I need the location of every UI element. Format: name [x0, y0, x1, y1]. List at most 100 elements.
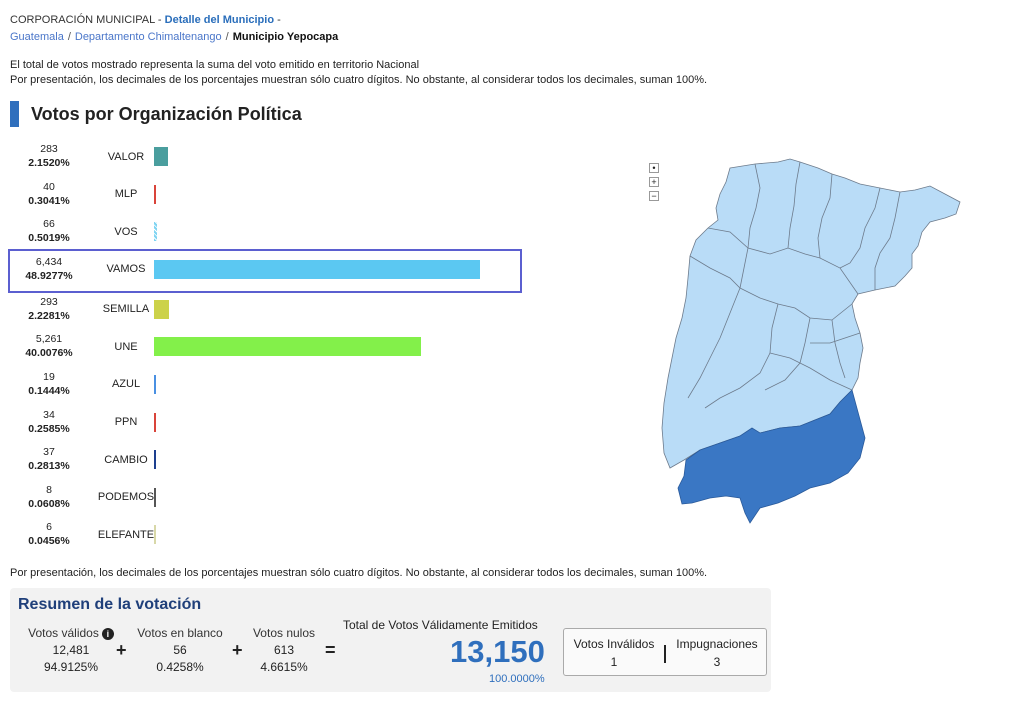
party-bar[interactable] — [154, 184, 157, 204]
party-row-cambio[interactable]: 37 0.2813% CAMBIO — [10, 441, 520, 479]
party-row-ppn[interactable]: 34 0.2585% PPN — [10, 404, 520, 442]
info-icon[interactable]: i — [101, 627, 114, 640]
invalid-votes-value: 1 — [610, 655, 618, 669]
party-votes: 40 0.3041% — [10, 180, 88, 208]
party-votes: 37 0.2813% — [10, 445, 88, 473]
page-title: Votos por Organización Política — [31, 103, 302, 124]
map-reset-button[interactable]: • — [649, 163, 659, 173]
title-accent-bar — [10, 101, 19, 127]
party-vote-count: 6 — [46, 521, 52, 534]
party-vote-count: 40 — [43, 180, 55, 193]
party-vote-count: 37 — [43, 446, 55, 459]
party-votes: 6,434 48.9277% — [10, 255, 88, 283]
party-votes: 19 0.1444% — [10, 370, 88, 398]
equals-sign: = — [325, 640, 336, 660]
party-name: SEMILLA — [102, 303, 150, 316]
party-bar[interactable] — [154, 374, 156, 394]
blank-votes-pct: 0.4258% — [156, 660, 204, 674]
null-votes: Votos nulos 613 4.6615% — [246, 625, 322, 676]
party-bar[interactable] — [154, 222, 158, 242]
party-row-vamos[interactable]: 6,434 48.9277% VAMOS — [8, 248, 522, 293]
plus-sign-2: + — [232, 640, 243, 660]
vote-summary-panel: Resumen de la votación Votos válidos i 12… — [10, 588, 771, 692]
valid-votes-value: 12,481 — [52, 643, 90, 657]
party-row-valor[interactable]: 283 2.1520% VALOR — [10, 138, 520, 176]
party-vote-count: 34 — [43, 408, 55, 421]
summary-title: Resumen de la votación — [18, 596, 202, 613]
party-bar[interactable] — [154, 337, 421, 357]
party-bar[interactable] — [154, 450, 156, 470]
notes: El total de votos mostrado representa la… — [10, 58, 707, 88]
corporation-label: CORPORACIÓN MUNICIPAL - — [10, 14, 162, 26]
party-vote-pct: 0.3041% — [28, 194, 70, 207]
party-row-azul[interactable]: 19 0.1444% AZUL — [10, 366, 520, 404]
party-name: PODEMOS — [97, 491, 155, 504]
party-row-mlp[interactable]: 40 0.3041% MLP — [10, 176, 520, 214]
party-row-une[interactable]: 5,261 40.0076% UNE — [10, 328, 520, 366]
party-vote-pct: 40.0076% — [25, 347, 73, 360]
party-row-elefante[interactable]: 6 0.0456% ELEFANTE — [10, 516, 520, 554]
party-vote-pct: 2.2281% — [28, 309, 70, 322]
party-bar[interactable] — [154, 525, 156, 545]
box-divider — [664, 645, 666, 663]
party-name: UNE — [114, 340, 138, 353]
municipality-map[interactable] — [660, 158, 965, 524]
party-name: AZUL — [111, 378, 141, 391]
valid-votes-label: Votos válidos — [28, 626, 99, 640]
party-votes: 6 0.0456% — [10, 520, 88, 548]
party-vote-pct: 0.0456% — [28, 535, 70, 548]
blank-votes-label: Votos en blanco — [137, 626, 223, 640]
party-bar[interactable] — [154, 299, 169, 319]
total-valid-value: 13,150 — [450, 634, 545, 669]
party-vote-count: 66 — [43, 218, 55, 231]
party-vote-count: 6,434 — [35, 255, 63, 268]
party-name: ELEFANTE — [97, 528, 155, 541]
breadcrumb-guatemala[interactable]: Guatemala — [10, 31, 64, 43]
party-votes: 283 2.1520% — [10, 142, 88, 170]
party-bar[interactable] — [154, 147, 169, 166]
blank-votes: Votos en blanco 56 0.4258% — [128, 625, 232, 676]
party-bar[interactable] — [154, 259, 480, 279]
null-votes-value: 613 — [273, 643, 295, 657]
challenges-label: Impugnaciones — [676, 637, 758, 651]
detail-link[interactable]: Detalle del Municipio — [164, 14, 275, 26]
party-votes: 66 0.5019% — [10, 217, 88, 245]
party-vote-count: 19 — [43, 370, 55, 383]
party-bar[interactable] — [154, 487, 156, 507]
party-row-podemos[interactable]: 8 0.0608% PODEMOS — [10, 479, 520, 517]
breadcrumb-department[interactable]: Departamento Chimaltenango — [74, 31, 222, 43]
map-region-yepocapa — [677, 389, 866, 524]
party-votes: 8 0.0608% — [10, 483, 88, 511]
challenges: Impugnaciones 3 — [668, 635, 766, 671]
party-vote-pct: 0.1444% — [28, 384, 70, 397]
party-votes: 34 0.2585% — [10, 408, 88, 436]
party-vote-pct: 48.9277% — [25, 269, 73, 282]
party-vote-pct: 0.5019% — [28, 232, 70, 245]
total-valid-label: Total de Votos Válidamente Emitidos — [343, 618, 538, 632]
map-zoom-out-button[interactable]: − — [649, 191, 659, 201]
footer-note: Por presentación, los decimales de los p… — [10, 567, 708, 579]
challenges-value: 3 — [713, 655, 721, 669]
party-bar[interactable] — [154, 412, 156, 432]
valid-votes: Votos válidos i 12,481 94.9125% — [16, 625, 126, 676]
party-name: VOS — [114, 225, 138, 238]
note-line-1: El total de votos mostrado representa la… — [10, 59, 420, 71]
party-name: MLP — [114, 188, 138, 201]
party-vote-pct: 0.2585% — [28, 422, 70, 435]
section-title: Votos por Organización Política — [10, 101, 302, 127]
blank-votes-value: 56 — [173, 643, 187, 657]
plus-sign-1: + — [116, 640, 127, 660]
invalid-votes-box: Votos Inválidos 1 Impugnaciones 3 — [563, 628, 767, 676]
invalid-votes: Votos Inválidos 1 — [566, 635, 662, 671]
null-votes-pct: 4.6615% — [260, 660, 308, 674]
party-vote-count: 283 — [40, 143, 58, 155]
party-name: PPN — [114, 416, 138, 429]
valid-votes-pct: 94.9125% — [43, 660, 99, 674]
map-zoom-in-button[interactable]: + — [649, 177, 659, 187]
party-row-vos[interactable]: 66 0.5019% VOS — [10, 213, 520, 251]
total-valid-pct: 100.0000% — [489, 673, 545, 685]
party-row-semilla[interactable]: 293 2.2281% SEMILLA — [10, 291, 520, 329]
party-vote-count: 8 — [46, 483, 52, 496]
party-votes: 5,261 40.0076% — [10, 332, 88, 360]
note-line-2: Por presentación, los decimales de los p… — [10, 74, 708, 86]
